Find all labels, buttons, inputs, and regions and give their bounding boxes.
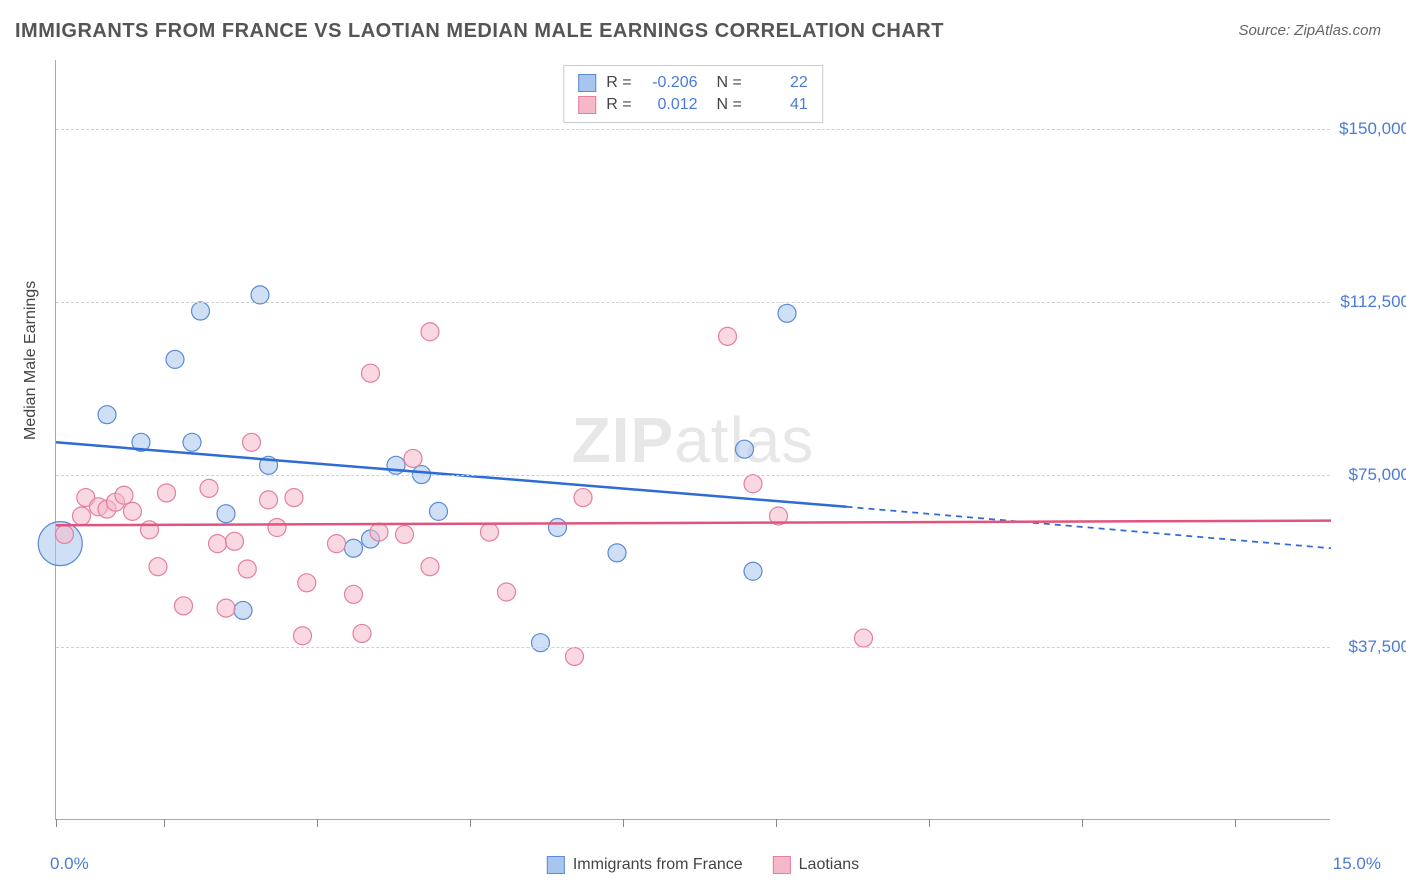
scatter-point bbox=[404, 449, 422, 467]
x-tick bbox=[164, 819, 165, 827]
scatter-point bbox=[608, 544, 626, 562]
x-tick bbox=[470, 819, 471, 827]
scatter-point bbox=[115, 486, 133, 504]
x-axis-end-label: 15.0% bbox=[1333, 854, 1381, 874]
swatch-laotians-icon bbox=[773, 856, 791, 874]
stat-r-laotians: 0.012 bbox=[642, 96, 698, 114]
scatter-point bbox=[498, 583, 516, 601]
scatter-point bbox=[175, 597, 193, 615]
x-axis-start-label: 0.0% bbox=[50, 854, 89, 874]
scatter-point bbox=[149, 558, 167, 576]
chart-title: IMMIGRANTS FROM FRANCE VS LAOTIAN MEDIAN… bbox=[15, 20, 944, 43]
legend-item-laotians: Laotians bbox=[773, 856, 860, 874]
scatter-point bbox=[396, 525, 414, 543]
scatter-point bbox=[532, 634, 550, 652]
scatter-point bbox=[183, 433, 201, 451]
scatter-point bbox=[200, 479, 218, 497]
stat-n-laotians: 41 bbox=[752, 96, 808, 114]
scatter-point bbox=[345, 585, 363, 603]
scatter-point bbox=[268, 519, 286, 537]
grid-line bbox=[56, 647, 1330, 648]
scatter-point bbox=[226, 532, 244, 550]
scatter-point bbox=[217, 599, 235, 617]
x-tick bbox=[1082, 819, 1083, 827]
plot-area: R = -0.206 N = 22 R = 0.012 N = 41 ZIPat… bbox=[55, 60, 1330, 820]
scatter-point bbox=[855, 629, 873, 647]
chart-svg bbox=[56, 60, 1330, 819]
legend-label-laotians: Laotians bbox=[799, 856, 860, 874]
scatter-point bbox=[124, 502, 142, 520]
scatter-point bbox=[158, 484, 176, 502]
scatter-point bbox=[421, 558, 439, 576]
x-tick bbox=[929, 819, 930, 827]
source-label: Source: ZipAtlas.com bbox=[1238, 22, 1381, 39]
scatter-point bbox=[744, 475, 762, 493]
legend-label-france: Immigrants from France bbox=[573, 856, 743, 874]
scatter-point bbox=[166, 350, 184, 368]
stat-r-label: R = bbox=[606, 74, 631, 92]
scatter-point bbox=[481, 523, 499, 541]
scatter-point bbox=[328, 535, 346, 553]
y-tick-label: $150,000 bbox=[1339, 119, 1406, 139]
regression-line-dashed bbox=[847, 507, 1332, 548]
scatter-point bbox=[566, 647, 584, 665]
scatter-point bbox=[56, 525, 74, 543]
stat-n-france: 22 bbox=[752, 74, 808, 92]
scatter-point bbox=[217, 505, 235, 523]
scatter-point bbox=[234, 601, 252, 619]
stat-r-france: -0.206 bbox=[642, 74, 698, 92]
scatter-point bbox=[141, 521, 159, 539]
scatter-point bbox=[243, 433, 261, 451]
scatter-point bbox=[736, 440, 754, 458]
scatter-point bbox=[345, 539, 363, 557]
scatter-point bbox=[192, 302, 210, 320]
y-tick-label: $37,500 bbox=[1349, 637, 1406, 657]
stat-r-label: R = bbox=[606, 96, 631, 114]
x-tick bbox=[623, 819, 624, 827]
grid-line bbox=[56, 302, 1330, 303]
scatter-point bbox=[294, 627, 312, 645]
x-tick bbox=[56, 819, 57, 827]
legend-bottom: Immigrants from France Laotians bbox=[547, 856, 859, 874]
scatter-point bbox=[370, 523, 388, 541]
scatter-point bbox=[298, 574, 316, 592]
scatter-point bbox=[430, 502, 448, 520]
scatter-point bbox=[98, 406, 116, 424]
scatter-point bbox=[260, 491, 278, 509]
scatter-point bbox=[778, 304, 796, 322]
legend-correlation-box: R = -0.206 N = 22 R = 0.012 N = 41 bbox=[563, 65, 823, 123]
swatch-france bbox=[578, 74, 596, 92]
grid-line bbox=[56, 475, 1330, 476]
swatch-france-icon bbox=[547, 856, 565, 874]
scatter-point bbox=[744, 562, 762, 580]
legend-row-france: R = -0.206 N = 22 bbox=[578, 72, 808, 94]
x-tick bbox=[317, 819, 318, 827]
y-tick-label: $75,000 bbox=[1349, 465, 1406, 485]
legend-item-france: Immigrants from France bbox=[547, 856, 743, 874]
stat-n-label: N = bbox=[708, 74, 742, 92]
scatter-point bbox=[73, 507, 91, 525]
y-axis-title: Median Male Earnings bbox=[22, 281, 40, 440]
scatter-point bbox=[719, 327, 737, 345]
scatter-point bbox=[285, 489, 303, 507]
scatter-point bbox=[421, 323, 439, 341]
scatter-point bbox=[574, 489, 592, 507]
scatter-point bbox=[238, 560, 256, 578]
scatter-point bbox=[209, 535, 227, 553]
x-tick bbox=[776, 819, 777, 827]
regression-line bbox=[56, 521, 1331, 526]
y-tick-label: $112,500 bbox=[1340, 292, 1406, 312]
legend-row-laotians: R = 0.012 N = 41 bbox=[578, 94, 808, 116]
scatter-point bbox=[362, 364, 380, 382]
grid-line bbox=[56, 129, 1330, 130]
scatter-point bbox=[549, 519, 567, 537]
scatter-point bbox=[353, 624, 371, 642]
x-tick bbox=[1235, 819, 1236, 827]
swatch-laotians bbox=[578, 96, 596, 114]
stat-n-label: N = bbox=[708, 96, 742, 114]
